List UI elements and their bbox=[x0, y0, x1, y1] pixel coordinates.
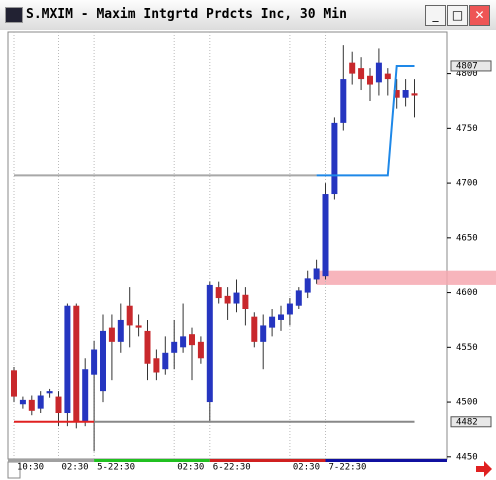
price-marker-box bbox=[450, 60, 492, 72]
y-tick-label: 4500 bbox=[456, 398, 478, 408]
window-title: S.MXIM - Maxim Intgrtd Prdcts Inc, 30 Mi… bbox=[26, 7, 347, 22]
candle-body bbox=[233, 292, 240, 304]
candle-body bbox=[411, 93, 418, 96]
candle-body bbox=[197, 341, 204, 359]
day-bar bbox=[325, 459, 447, 462]
y-tick-label: 4800 bbox=[456, 69, 478, 79]
y-tick-label: 4450 bbox=[456, 452, 478, 462]
candle-body bbox=[28, 399, 35, 411]
candle-body bbox=[331, 122, 338, 195]
level-line bbox=[316, 64, 415, 177]
candle-body bbox=[189, 334, 195, 346]
candle-body bbox=[322, 194, 329, 277]
minimize[interactable]: _ bbox=[425, 5, 446, 26]
x-tick-label: 02:30 bbox=[62, 463, 89, 473]
candle-body bbox=[340, 79, 347, 123]
y-tick-label: 4750 bbox=[456, 124, 478, 134]
close[interactable]: ✕ bbox=[469, 5, 490, 26]
candle-body bbox=[242, 294, 249, 310]
candle-body bbox=[108, 327, 115, 342]
candle-body bbox=[224, 295, 231, 304]
candle-body bbox=[269, 316, 276, 328]
candle-body bbox=[295, 290, 302, 306]
maximize[interactable]: □ bbox=[447, 5, 468, 26]
candle-body bbox=[251, 316, 258, 342]
candle-body bbox=[215, 287, 222, 299]
candle-body bbox=[304, 278, 311, 293]
candle-body bbox=[55, 396, 62, 414]
y-tick-label: 4650 bbox=[456, 233, 478, 243]
candle-body bbox=[358, 68, 365, 80]
scroll-arrow[interactable] bbox=[476, 461, 492, 477]
price-marker-label: 4807 bbox=[456, 61, 478, 71]
candle-body bbox=[260, 325, 267, 342]
candle-body bbox=[37, 395, 44, 409]
day-bar bbox=[209, 459, 326, 462]
y-tick-label: 4600 bbox=[456, 288, 478, 298]
app-icon bbox=[5, 7, 23, 23]
candle-body bbox=[11, 370, 17, 397]
x-tick-label: 02:30 bbox=[293, 463, 320, 473]
highlight-band bbox=[316, 270, 496, 285]
candle-body bbox=[375, 62, 382, 83]
candle-body bbox=[64, 305, 71, 414]
candle-body bbox=[171, 341, 178, 353]
candle-body bbox=[82, 369, 89, 422]
candle-body bbox=[46, 391, 53, 394]
candle-body bbox=[162, 352, 169, 370]
candle-body bbox=[206, 284, 213, 403]
candle-body bbox=[91, 349, 98, 375]
candle-body bbox=[135, 325, 142, 328]
y-tick-label: 4700 bbox=[456, 179, 478, 189]
candle-body bbox=[278, 314, 284, 320]
candle-body bbox=[349, 62, 356, 74]
chart: 4450 4500 4550 4600 4650 4700 4750 4800 10:30 02:… bbox=[0, 30, 496, 480]
title-bar: S.MXIM - Maxim Intgrtd Prdcts Inc, 30 Mi… bbox=[0, 0, 496, 30]
x-tick-label: 02:30 bbox=[177, 463, 204, 473]
candle-body bbox=[153, 358, 160, 373]
candle-body bbox=[384, 73, 391, 80]
x-tick-label: 5-22:30 bbox=[97, 463, 135, 473]
price-marker-box bbox=[450, 416, 492, 428]
candle-body bbox=[73, 305, 80, 422]
candle-body bbox=[393, 90, 400, 98]
y-tick-label: 4550 bbox=[456, 343, 478, 353]
candle-body bbox=[367, 75, 373, 85]
x-tick-label: 7-22:30 bbox=[329, 463, 367, 473]
candle-body bbox=[19, 399, 26, 405]
candle-body bbox=[180, 336, 187, 348]
candle-body bbox=[286, 303, 293, 315]
candle-body bbox=[100, 330, 106, 392]
x-tick-label: 6-22:30 bbox=[213, 463, 251, 473]
candle-body bbox=[117, 319, 124, 342]
candle-body bbox=[126, 305, 133, 326]
x-tick-label: 10:30 bbox=[17, 463, 44, 473]
price-marker-label: 4482 bbox=[456, 417, 478, 427]
day-bar bbox=[94, 459, 210, 462]
day-bar bbox=[8, 459, 95, 462]
candle-body bbox=[144, 330, 151, 364]
candle-body bbox=[313, 268, 320, 280]
candle-body bbox=[402, 90, 409, 98]
